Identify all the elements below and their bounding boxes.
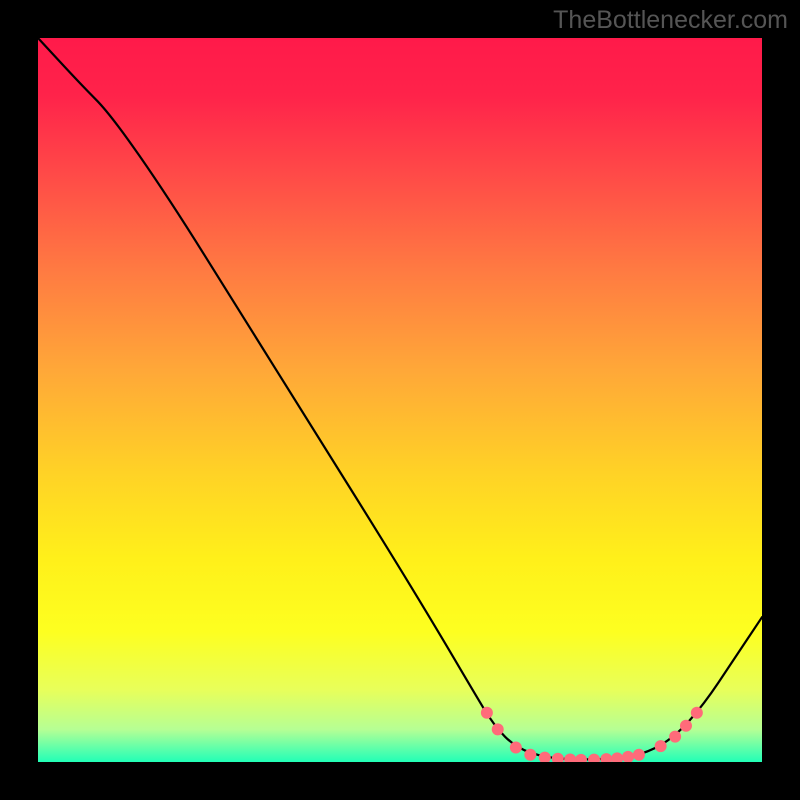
marker-point bbox=[525, 749, 536, 760]
marker-point bbox=[481, 707, 492, 718]
marker-point bbox=[552, 753, 563, 762]
chart-background bbox=[38, 38, 762, 762]
marker-point bbox=[565, 754, 576, 762]
marker-point bbox=[655, 741, 666, 752]
marker-point bbox=[633, 749, 644, 760]
marker-point bbox=[576, 754, 587, 762]
chart-plot-area bbox=[38, 38, 762, 762]
marker-point bbox=[492, 724, 503, 735]
marker-point bbox=[539, 752, 550, 762]
marker-point bbox=[623, 751, 634, 762]
marker-point bbox=[680, 720, 691, 731]
marker-point bbox=[670, 731, 681, 742]
chart-svg bbox=[38, 38, 762, 762]
watermark: TheBottlenecker.com bbox=[553, 6, 788, 35]
marker-point bbox=[612, 753, 623, 762]
marker-point bbox=[691, 707, 702, 718]
marker-point bbox=[601, 754, 612, 762]
marker-point bbox=[510, 742, 521, 753]
marker-point bbox=[589, 754, 600, 762]
